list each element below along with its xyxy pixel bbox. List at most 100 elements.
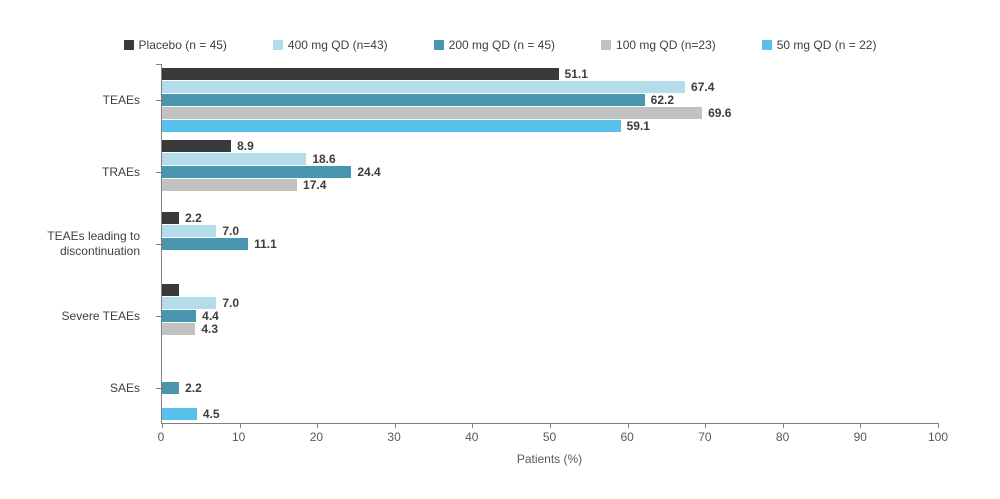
- x-tick-label: 0: [157, 430, 165, 444]
- value-label: 17.4: [303, 178, 327, 192]
- x-axis-tick: [705, 423, 707, 428]
- category-label-teaes: TEAEs: [102, 92, 140, 107]
- x-tick-label: 50: [542, 430, 557, 444]
- category-label-traes: TRAEs: [101, 164, 140, 179]
- legend-swatch-icon: [761, 40, 772, 50]
- legend-swatch-icon: [123, 40, 134, 50]
- legend-item-200-mg-qd-n-45: 200 mg QD (n = 45): [433, 38, 556, 52]
- bar-slot: 2.2: [162, 381, 938, 395]
- bar-slot: 59.1: [162, 119, 938, 133]
- category-label-saes: SAEs: [109, 380, 140, 395]
- value-label: 18.6: [312, 152, 336, 166]
- bar-400-mg-qd-n-43-severe-teaes: [162, 297, 217, 309]
- legend-label: 400 mg QD (n=43): [287, 38, 388, 52]
- bar-100-mg-qd-n-23-teaes: [162, 107, 703, 119]
- x-axis-tick: [550, 423, 551, 428]
- x-tick-label: 30: [387, 430, 401, 444]
- value-label: 4.4: [202, 309, 219, 323]
- bar-200-mg-qd-n-45-teaes: [162, 94, 645, 106]
- bar-slot: [162, 264, 938, 276]
- bar-400-mg-qd-n-43-traes: [162, 153, 307, 165]
- legend-swatch-icon: [601, 40, 612, 50]
- value-label: 67.4: [691, 80, 715, 94]
- x-tick-label: 40: [465, 430, 479, 444]
- bar-slot: 4.4: [162, 309, 938, 323]
- legend-label: 50 mg QD (n = 22): [776, 38, 877, 52]
- y-axis-tick: [156, 244, 162, 245]
- bar-400-mg-qd-n-43-teaes-leading-to-discontinuation: [162, 225, 217, 237]
- legend-label: 100 mg QD (n=23): [616, 38, 716, 52]
- value-label: 2.2: [185, 381, 202, 395]
- bar-slot: [162, 395, 938, 407]
- legend-label: Placebo (n = 45): [138, 38, 227, 52]
- value-label: 11.1: [254, 237, 277, 251]
- bar-slot: 69.6: [162, 106, 938, 120]
- bar-placebo-n-45-severe-teaes: [162, 284, 180, 296]
- bar-placebo-n-45-teaes-leading-to-discontinuation: [162, 212, 180, 224]
- bar-slot: 7.0: [162, 296, 938, 310]
- bar-100-mg-qd-n-23-traes: [162, 179, 298, 191]
- bar-group-teaes: 51.1 67.4 62.2 69.6 59.1: [156, 64, 938, 136]
- value-label: 7.0: [222, 296, 239, 310]
- legend-item-400-mg-qd-n-43: 400 mg QD (n=43): [272, 38, 388, 52]
- bar-slot: [162, 356, 938, 368]
- x-axis-tick: [472, 423, 474, 428]
- bar-placebo-n-45-teaes: [162, 68, 559, 80]
- x-axis-tick: [627, 423, 629, 428]
- bar-slot: 62.2: [162, 93, 938, 107]
- bar-200-mg-qd-n-45-severe-teaes: [162, 310, 197, 322]
- bar-200-mg-qd-n-45-traes: [162, 166, 352, 178]
- x-axis-tick: [782, 423, 784, 428]
- y-axis-tick: [156, 64, 162, 65]
- bar-100-mg-qd-n-23-severe-teaes: [162, 323, 196, 335]
- bar-50-mg-qd-n-22-saes: [162, 408, 197, 420]
- legend-item-100-mg-qd-n-23: 100 mg QD (n=23): [601, 38, 716, 52]
- x-axis-tick: [162, 423, 163, 428]
- legend-swatch-icon: [433, 40, 444, 50]
- x-axis-tick: [938, 423, 939, 428]
- value-label: 51.1: [564, 67, 588, 81]
- value-label: 59.1: [626, 119, 650, 133]
- bar-slot: 51.1: [162, 67, 938, 81]
- y-axis-tick: [156, 388, 162, 389]
- bar-slot: 67.4: [162, 80, 938, 94]
- bar-slot: [162, 251, 938, 263]
- legend-label: 200 mg QD (n = 45): [448, 38, 556, 52]
- plot-area: 51.1 67.4 62.2 69.6 59.1 8.9 18.6 24.4 17.4 2.2 7.…: [156, 64, 939, 428]
- y-axis-tick: [156, 316, 162, 317]
- legend-item-placebo-n-45: Placebo (n = 45): [123, 38, 227, 52]
- bar-200-mg-qd-n-45-teaes-leading-to-discontinuation: [162, 238, 249, 250]
- value-label: 8.9: [237, 139, 254, 153]
- bar-group-severe-teaes: 7.0 4.4 4.3: [156, 280, 938, 352]
- value-label: 4.3: [201, 322, 219, 336]
- value-label: 62.2: [650, 93, 675, 107]
- x-axis-tick: [860, 423, 862, 428]
- bar-slot: 11.1: [162, 237, 938, 251]
- bar-group-saes: 2.2 4.5: [156, 352, 938, 424]
- bar-group-teaes-leading-to-discontinuation: 2.2 7.0 11.1: [156, 208, 938, 280]
- x-tick-label: 90: [853, 430, 867, 444]
- bar-slot: 18.6: [162, 152, 938, 166]
- bar-slot: [162, 336, 938, 348]
- x-tick-label: 20: [309, 430, 324, 444]
- bar-slot: 17.4: [162, 178, 938, 192]
- category-label-teaes-leading-to-discontinuation: TEAEs leading to discontinuation: [47, 229, 140, 258]
- legend-swatch-icon: [272, 40, 283, 50]
- x-axis-tick: [317, 423, 319, 428]
- bar-400-mg-qd-n-43-teaes: [162, 81, 686, 93]
- value-label: 4.5: [202, 407, 220, 421]
- x-axis-tick-labels: 0 10 20 30 40 50 60 70 80 90 100: [158, 430, 948, 446]
- bar-group-traes: 8.9 18.6 24.4 17.4: [156, 136, 938, 208]
- value-label: 2.2: [185, 211, 202, 225]
- legend-item-50-mg-qd-n-22: 50 mg QD (n = 22): [761, 38, 877, 52]
- x-tick-label: 70: [698, 430, 712, 444]
- category-label-severe-teaes: Severe TEAEs: [61, 308, 140, 323]
- x-axis-tick: [239, 423, 241, 428]
- bar-200-mg-qd-n-45-saes: [162, 382, 180, 394]
- bar-slot: 2.2: [162, 211, 938, 225]
- chart-legend: Placebo (n = 45) 400 mg QD (n=43) 200 mg Q…: [0, 38, 1000, 52]
- value-label: 24.4: [357, 165, 381, 179]
- bar-slot: [162, 284, 938, 296]
- bar-slot: 4.3: [162, 322, 938, 336]
